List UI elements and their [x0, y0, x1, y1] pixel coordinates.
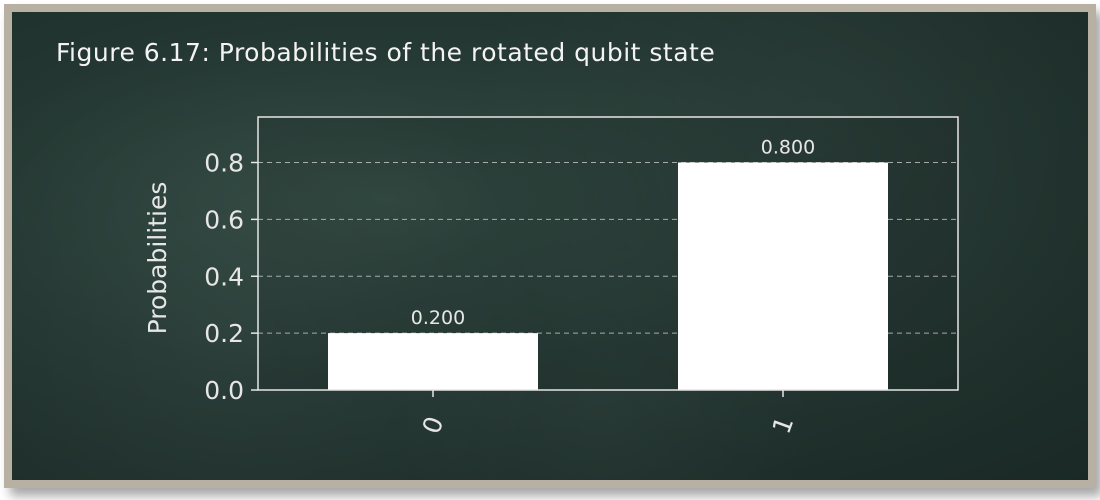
plot-frame: [257, 116, 959, 391]
y-tick-label: 0.4: [204, 262, 244, 291]
y-tick-label: 0.0: [204, 376, 244, 405]
x-tick-label: 0: [417, 413, 450, 438]
y-tick-label: 0.6: [204, 205, 244, 234]
bars: [328, 162, 888, 390]
data-label: 0.800: [761, 137, 815, 159]
data-labels: 0.200 0.800: [411, 137, 815, 330]
y-tick-label: 0.8: [204, 149, 244, 178]
data-label: 0.200: [411, 307, 465, 329]
figure-caption: Figure 6.17: Probabilities of the rotate…: [56, 38, 716, 67]
y-axis-label: Probabilities: [143, 182, 172, 335]
y-tick-label: 0.2: [204, 319, 244, 348]
bar-1: [678, 162, 888, 390]
chalkboard-frame: Figure 6.17: Probabilities of the rotate…: [4, 4, 1096, 488]
x-tick-label: 1: [767, 413, 800, 438]
bar-0: [328, 333, 538, 390]
y-axis: 0.0 0.2 0.4 0.6 0.8: [204, 149, 258, 405]
